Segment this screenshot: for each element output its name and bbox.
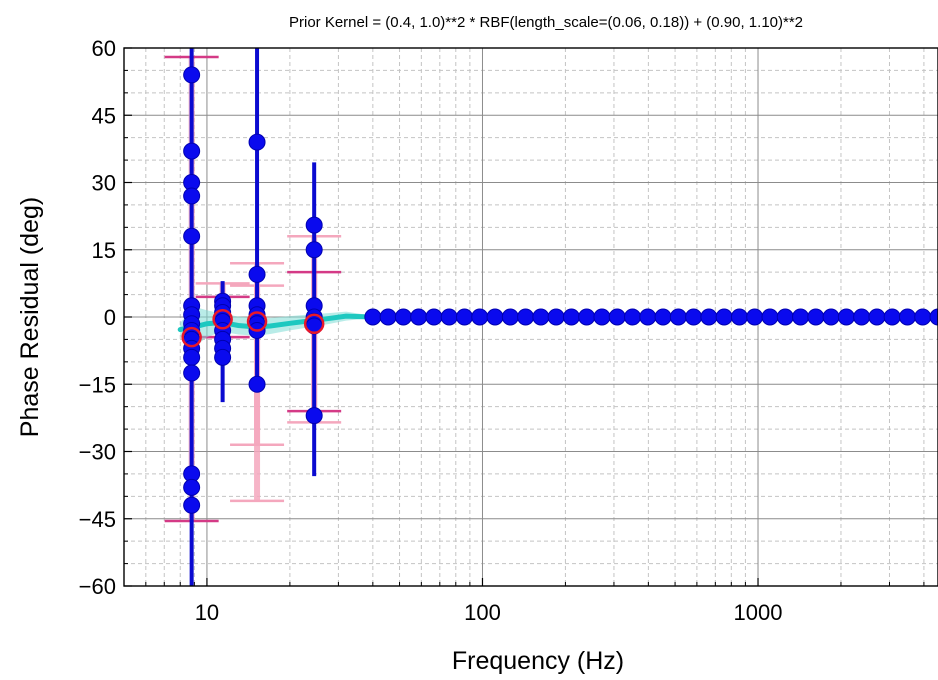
axes-ticks: 10 100 1000 −60 −45 −30 −15 0 15 30 45 60 — [79, 36, 925, 625]
y-tick-label: −30 — [79, 440, 116, 465]
measurement-point — [486, 308, 504, 326]
measurement-point — [183, 496, 201, 514]
measurement-point — [715, 308, 733, 326]
chart-title: Prior Kernel = (0.4, 1.0)**2 * RBF(lengt… — [289, 14, 803, 31]
measurement-point — [929, 308, 938, 326]
y-tick-label: 60 — [92, 36, 116, 61]
measurement-point — [248, 375, 266, 393]
measurement-point — [853, 308, 871, 326]
measurement-point — [425, 308, 443, 326]
measurement-point — [183, 187, 201, 205]
y-tick-label: −45 — [79, 507, 116, 532]
measurement-point — [183, 348, 201, 366]
measurement-point — [624, 308, 642, 326]
x-tick-label: 1000 — [734, 600, 783, 625]
measurement-point — [669, 308, 687, 326]
measurement-point — [807, 308, 825, 326]
measurement-point — [593, 308, 611, 326]
measurement-point — [379, 308, 397, 326]
measurement-point — [455, 308, 473, 326]
y-tick-label: 30 — [92, 171, 116, 196]
measurement-point — [776, 308, 794, 326]
y-axis-label: Phase Residual (deg) — [16, 197, 44, 437]
binned-point — [303, 313, 325, 334]
measurement-point — [837, 308, 855, 326]
measurement-point — [183, 364, 201, 382]
measurement-point — [700, 308, 718, 326]
measurement-point — [183, 478, 201, 496]
x-axis-label: Frequency (Hz) — [452, 647, 624, 675]
x-tick-label: 100 — [464, 600, 501, 625]
y-tick-label: 15 — [92, 238, 116, 263]
measurement-point — [517, 308, 535, 326]
binned-point — [212, 308, 233, 330]
y-tick-label: 0 — [104, 305, 116, 330]
measurement-point — [761, 308, 779, 326]
measurement-point — [578, 308, 596, 326]
measurement-point — [898, 308, 916, 326]
measurement-point — [183, 227, 201, 245]
measurement-point — [608, 308, 626, 326]
measurement-point — [305, 407, 323, 425]
measurement-point — [183, 66, 201, 84]
y-tick-label: −60 — [79, 574, 116, 599]
measurement-point — [868, 308, 886, 326]
x-tick-label: 10 — [195, 600, 219, 625]
measurement-point — [305, 216, 323, 234]
measurement-point — [792, 308, 810, 326]
y-tick-label: 45 — [92, 103, 116, 128]
measurement-point — [730, 308, 748, 326]
measurement-point — [746, 308, 764, 326]
measurement-point — [685, 308, 703, 326]
measurement-point — [639, 308, 657, 326]
measurement-point — [440, 308, 458, 326]
y-tick-label: −15 — [79, 372, 116, 397]
measurement-point — [562, 308, 580, 326]
measurement-point — [883, 308, 901, 326]
plot-area — [164, 48, 938, 586]
measurement-point — [471, 308, 489, 326]
measurement-point — [532, 308, 550, 326]
measurement-point — [364, 308, 382, 326]
binned-point — [246, 311, 268, 332]
measurement-point — [394, 308, 412, 326]
measurement-point — [914, 308, 932, 326]
measurement-point — [248, 133, 266, 151]
measurement-point — [305, 241, 323, 259]
measurement-point — [501, 308, 519, 326]
measurement-point — [547, 308, 565, 326]
binned-point — [181, 326, 202, 348]
measurement-point — [214, 348, 232, 366]
measurement-point — [248, 265, 266, 283]
measurement-point — [654, 308, 672, 326]
measurement-point — [410, 308, 428, 326]
measurement-point — [822, 308, 840, 326]
measurement-point — [183, 142, 201, 160]
